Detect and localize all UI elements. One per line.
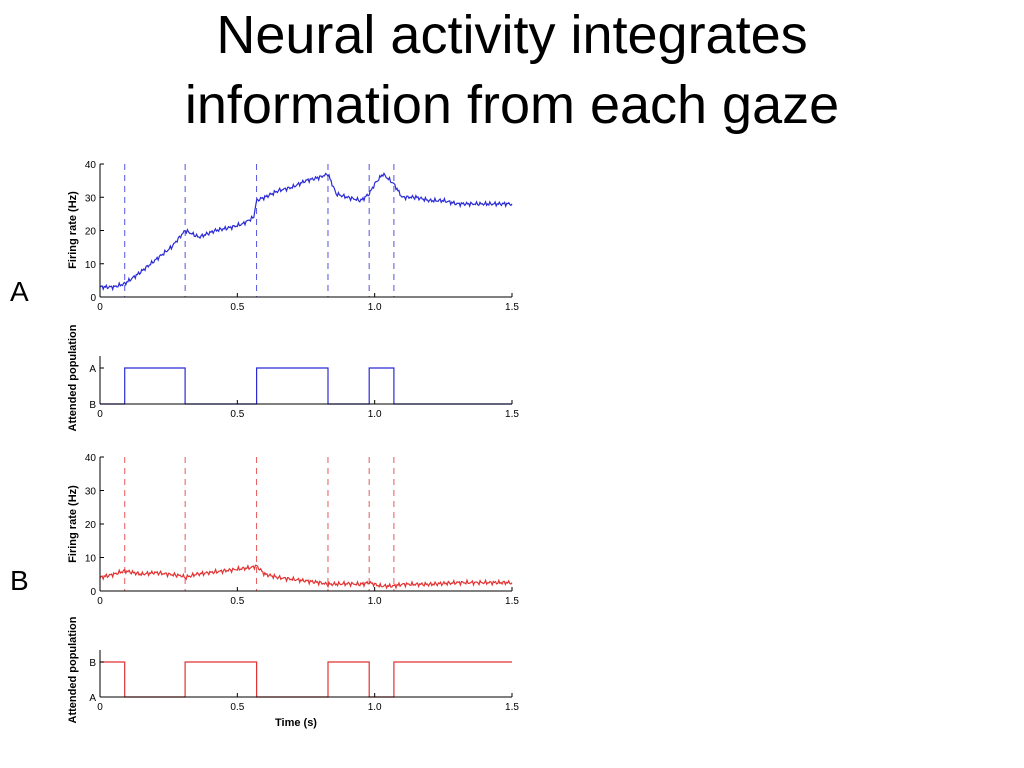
b-firing-y-axis-label: Firing rate (Hz) xyxy=(67,485,79,563)
a-attended-x-tick-label-1: 0.5 xyxy=(230,409,244,420)
a-firing-x-tick-label-0: 0 xyxy=(97,302,103,313)
a-attended-y-axis-label: Attended population xyxy=(67,324,79,431)
a-attended-x-tick-label-3: 1.5 xyxy=(505,409,519,420)
a-firing-x-tick-label-2: 1.0 xyxy=(368,302,382,313)
b-firing-x-tick-label-3: 1.5 xyxy=(505,596,519,607)
a-attended-x-tick-label-0: 0 xyxy=(97,409,103,420)
b-attended-x-tick-label-1: 0.5 xyxy=(230,702,244,713)
slide-title-line1: Neural activity integrates xyxy=(216,5,808,65)
panel-label-b: B xyxy=(10,565,29,596)
a-attended-y-tick-label-1: B xyxy=(89,400,96,411)
panel-label-a: A xyxy=(10,276,29,307)
b-attended-y-axis-label: Attended population xyxy=(67,616,79,723)
b-attended-x-axis-label: Time (s) xyxy=(275,717,317,729)
a-firing-x-tick-label-3: 1.5 xyxy=(505,302,519,313)
b-firing-y-tick-label-0: 0 xyxy=(90,587,96,598)
a-firing-y-tick-label-0: 0 xyxy=(90,293,96,304)
b-firing-y-tick-label-2: 20 xyxy=(85,520,97,531)
b-firing-x-tick-label-0: 0 xyxy=(97,596,103,607)
slide-title-line2: information from each gaze xyxy=(184,75,840,135)
a-firing-x-tick-label-1: 0.5 xyxy=(230,302,244,313)
a-firing-y-tick-label-4: 40 xyxy=(85,160,97,171)
a-firing-y-tick-label-3: 30 xyxy=(85,193,97,204)
a-attended-series-line xyxy=(100,367,512,405)
b-firing-y-tick-label-1: 10 xyxy=(85,554,97,565)
b-attended-x-tick-label-0: 0 xyxy=(97,702,103,713)
b-attended-x-tick-label-2: 1.0 xyxy=(368,702,382,713)
b-firing-x-tick-label-2: 1.0 xyxy=(368,596,382,607)
a-firing-y-tick-label-2: 20 xyxy=(85,227,97,238)
b-attended-y-tick-label-0: B xyxy=(89,658,96,669)
b-firing-y-tick-label-3: 30 xyxy=(85,487,97,498)
b-firing-series-line xyxy=(99,564,513,590)
b-attended-y-tick-label-1: A xyxy=(89,693,96,704)
a-attended-y-tick-label-0: A xyxy=(89,364,96,375)
a-attended-x-tick-label-2: 1.0 xyxy=(368,409,382,420)
b-attended-series-line xyxy=(100,661,512,698)
b-firing-y-tick-label-4: 40 xyxy=(85,453,97,464)
b-firing-x-tick-label-1: 0.5 xyxy=(230,596,244,607)
a-firing-series-line xyxy=(99,172,513,292)
a-firing-y-tick-label-1: 10 xyxy=(85,260,97,271)
a-firing-y-axis-label: Firing rate (Hz) xyxy=(67,191,79,269)
slide-title: Neural activity integrates information f… xyxy=(0,0,1024,140)
b-attended-x-tick-label-3: 1.5 xyxy=(505,702,519,713)
